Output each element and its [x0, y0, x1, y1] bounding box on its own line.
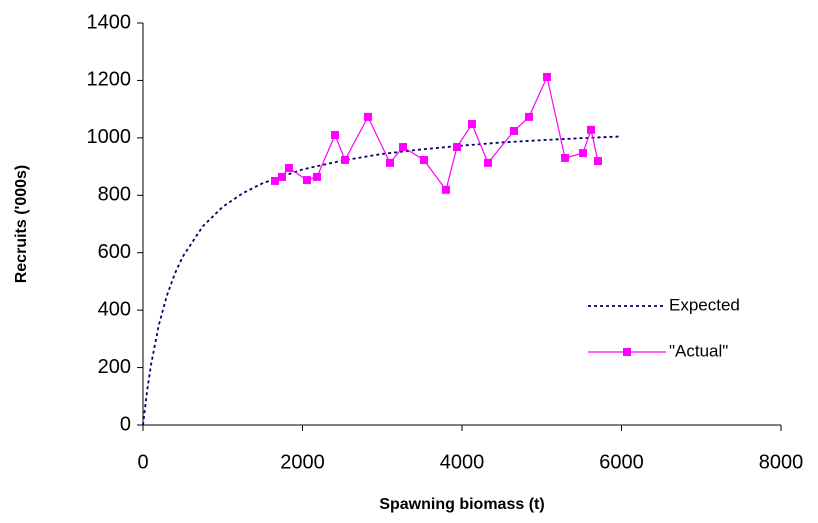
point-marker — [509, 126, 518, 135]
x-tick-label: 6000 — [599, 451, 644, 473]
y-tick-label: 1200 — [87, 69, 132, 91]
y-axis-title: Recruits ('000s) — [13, 165, 30, 284]
y-tick-label: 0 — [120, 413, 131, 435]
point-marker — [270, 176, 279, 185]
x-tick-label: 4000 — [440, 451, 485, 473]
point-marker — [593, 157, 602, 166]
point-marker — [561, 153, 570, 162]
legend-marker — [623, 348, 631, 356]
point-marker — [313, 172, 322, 181]
point-marker — [278, 172, 287, 181]
point-marker — [467, 120, 476, 129]
point-marker — [284, 164, 293, 173]
x-tick-label: 2000 — [280, 451, 325, 473]
x-tick-label: 8000 — [759, 451, 804, 473]
point-marker — [363, 112, 372, 121]
y-tick-label: 200 — [98, 356, 131, 378]
point-marker — [398, 143, 407, 152]
legend-label: Expected — [669, 295, 740, 314]
y-tick-label: 1400 — [87, 11, 132, 33]
point-marker — [341, 155, 350, 164]
x-axis-title: Spawning biomass (t) — [379, 496, 544, 513]
series-line — [274, 75, 599, 192]
y-tick-label: 600 — [98, 241, 131, 263]
point-marker — [419, 155, 428, 164]
y-tick-label: 400 — [98, 298, 131, 320]
point-marker — [302, 176, 311, 185]
x-tick-label: 0 — [137, 451, 148, 473]
y-tick-label: 800 — [98, 184, 131, 206]
point-marker — [483, 158, 492, 167]
point-marker — [452, 143, 461, 152]
series-line — [142, 135, 622, 426]
point-marker — [331, 130, 340, 139]
point-marker — [578, 149, 587, 158]
y-tick-label: 1000 — [87, 126, 132, 148]
point-marker — [587, 125, 596, 134]
point-marker — [543, 72, 552, 81]
legend-label: "Actual" — [669, 341, 728, 360]
point-marker — [524, 112, 533, 121]
point-marker — [385, 158, 394, 167]
point-marker — [441, 185, 450, 194]
